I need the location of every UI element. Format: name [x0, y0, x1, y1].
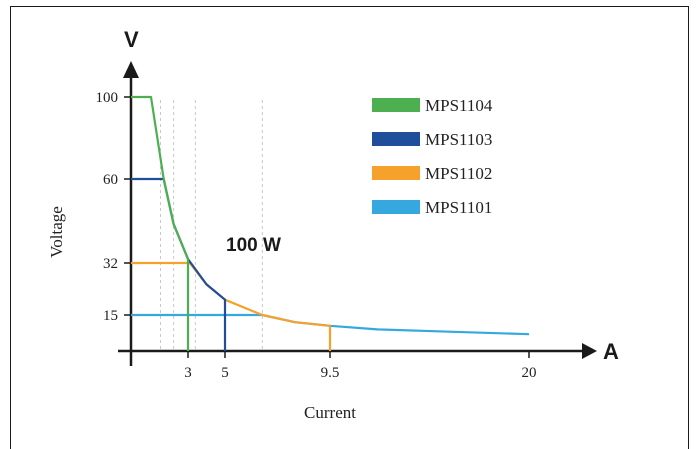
- series-lines: [131, 95, 530, 351]
- y-tick-label: 15: [103, 308, 118, 324]
- guide-lines: [160, 100, 263, 350]
- legend-swatch-mps1103: [372, 132, 420, 146]
- legend-label-mps1104: MPS1104: [425, 96, 493, 115]
- legend-swatch-mps1104: [372, 98, 420, 112]
- legend-label-mps1101: MPS1101: [425, 198, 492, 217]
- x-tick-label: 3: [184, 365, 192, 381]
- x-tick-label: 5: [221, 365, 229, 381]
- y-tick-label: 100: [96, 90, 119, 106]
- power-label: 100 W: [226, 235, 281, 256]
- series-line-mps1103: [131, 177, 227, 351]
- axis-ticks: 3 5 9.5 20 100 60 32 15: [96, 90, 537, 381]
- x-tick-label: 20: [522, 365, 537, 381]
- legend-swatch-mps1102: [372, 166, 420, 180]
- series-line-mps1104: [131, 95, 190, 351]
- x-axis-label: Current: [304, 403, 356, 422]
- x-tick-label: 9.5: [321, 365, 340, 381]
- chart-frame: [10, 6, 689, 449]
- legend-swatch-mps1101: [372, 200, 420, 214]
- legend-label-mps1102: MPS1102: [425, 164, 492, 183]
- y-axis-label: Voltage: [47, 206, 66, 258]
- y-tick-label: 60: [103, 172, 118, 188]
- y-tick-label: 32: [103, 256, 118, 272]
- legend-label-mps1103: MPS1103: [425, 130, 492, 149]
- legend: MPS1104 MPS1103 MPS1102 MPS1101: [372, 96, 493, 217]
- x-axis-arrow: [582, 343, 597, 359]
- y-axis-arrow: [123, 61, 139, 78]
- x-axis-letter: A: [603, 339, 619, 364]
- y-axis-letter: V: [124, 27, 139, 52]
